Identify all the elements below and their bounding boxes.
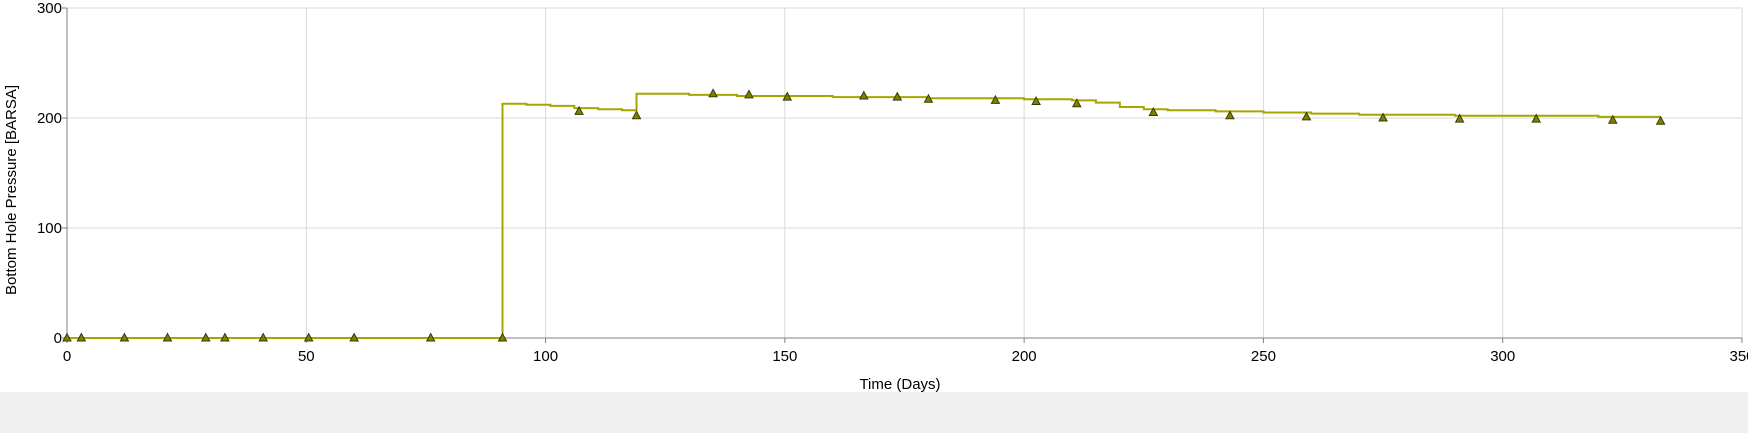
data-point-marker [708,88,718,98]
x-tick-label: 350 [1729,348,1748,365]
data-point-marker [1225,110,1235,120]
data-point-marker [303,332,314,342]
data-point-marker [1301,111,1312,121]
data-point-marker [76,332,87,342]
data-point-marker [258,332,269,342]
series-line [67,92,1661,339]
data-point-marker [62,332,72,342]
data-point-marker [200,332,211,342]
data-point-marker [923,93,934,103]
data-point-marker [220,332,230,342]
series-layer [67,92,1661,339]
data-point-marker [1031,95,1041,105]
data-point-marker [1071,98,1082,108]
data-point-marker [1378,112,1388,122]
data-point-marker [574,105,584,115]
label-layer: 0 50 100 150 200 250 300 350 0 100 200 300 [37,0,1748,365]
data-point-marker [119,332,130,342]
x-axis-title: Time (Days) [859,376,940,392]
chart-area: 0 50 100 150 200 250 300 350 0 100 200 300 Time (Da… [3,0,1748,392]
x-tick-label: 250 [1251,348,1276,365]
x-tick-label: 300 [1490,348,1515,365]
data-point-marker [1148,106,1159,116]
bottom-strip [0,392,1748,433]
y-tick-label: 200 [37,110,62,127]
x-tick-label: 200 [1012,348,1037,365]
data-point-marker [1531,113,1542,123]
axis-layer [62,7,1743,343]
x-tick-label: 50 [298,348,315,365]
data-point-marker [162,332,173,342]
x-tick-label: 150 [772,348,797,365]
data-point-marker [349,332,359,342]
data-point-marker [858,90,869,100]
data-point-marker [425,332,436,342]
y-tick-label: 0 [54,330,62,347]
y-axis-title: Bottom Hole Pressure [BARSA] [3,85,20,295]
data-point-marker [1655,115,1666,125]
data-point-marker [782,91,793,101]
data-point-marker [744,89,754,99]
x-tick-label: 100 [533,348,558,365]
data-point-marker [1607,114,1618,124]
marker-layer [62,88,1666,342]
data-point-marker [990,94,1001,104]
y-tick-label: 100 [37,220,62,237]
data-point-marker [892,91,903,101]
x-tick-label: 0 [63,348,71,365]
grid-layer [67,7,1743,338]
data-point-marker [631,110,642,120]
y-tick-label: 300 [37,0,62,17]
chart-svg: 0 50 100 150 200 250 300 350 0 100 200 300 Time (Da… [3,0,1748,392]
data-point-marker [497,332,508,342]
data-point-marker [1454,113,1465,123]
